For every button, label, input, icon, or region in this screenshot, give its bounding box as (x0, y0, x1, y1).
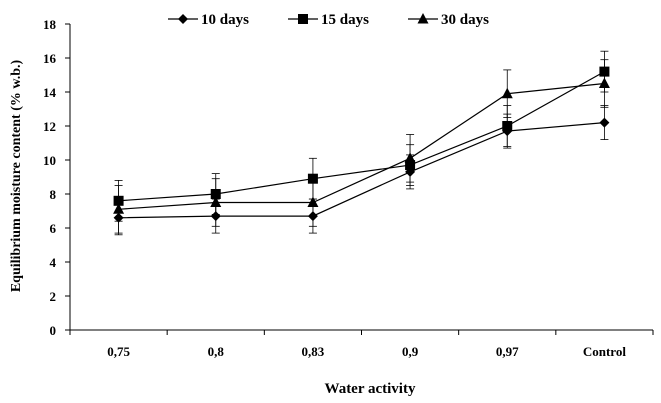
legend-marker (417, 13, 429, 24)
legend-label: 30 days (441, 12, 489, 28)
data-point (502, 121, 513, 131)
y-tick-label: 2 (50, 289, 57, 304)
data-point (599, 117, 610, 128)
data-point (307, 196, 319, 207)
data-point (598, 77, 610, 88)
y-tick-label: 16 (43, 51, 57, 66)
axes (69, 24, 653, 331)
series-15-days (113, 50, 610, 222)
x-tick-label: 0,9 (402, 344, 419, 359)
y-tick-label: 12 (43, 119, 56, 134)
series-30-days (113, 59, 610, 234)
legend-item: 10 days (168, 12, 249, 28)
x-tick-label: Control (583, 344, 626, 359)
y-axis-label: Equilibrium moisture content (% w.b.) (9, 60, 24, 293)
series-10-days (113, 105, 610, 236)
data-point (501, 87, 513, 99)
series-line (118, 122, 605, 219)
y-tick-label: 0 (50, 323, 57, 338)
legend-item: 30 days (408, 12, 489, 28)
x-tick-label: 0,97 (496, 344, 519, 359)
series-line (118, 82, 605, 210)
legend: 10 days 15 days 30 days (168, 12, 489, 28)
y-tick-label: 18 (43, 17, 57, 32)
legend-item: 15 days (288, 12, 369, 28)
legend-label: 10 days (201, 12, 249, 28)
y-tick-label: 10 (43, 153, 56, 168)
legend-label: 15 days (321, 12, 369, 28)
legend-marker (178, 14, 188, 24)
y-tick-label: 4 (50, 255, 57, 270)
y-tick-label: 6 (50, 221, 57, 236)
data-point (113, 203, 125, 214)
x-tick-label: 0,83 (302, 344, 325, 359)
data-point (404, 152, 416, 163)
x-tick-label: 0,75 (107, 344, 130, 359)
legend-marker (298, 14, 308, 24)
y-axis-ticks: 0 2 4 6 8 10 12 14 16 18 (43, 17, 70, 338)
x-axis-label: Water activity (325, 381, 416, 397)
data-point (210, 196, 222, 207)
series (113, 50, 610, 236)
x-tick-label: 0,8 (208, 344, 225, 359)
y-tick-label: 8 (50, 187, 57, 202)
series-line (118, 71, 605, 202)
x-axis-ticks: 0,75 0,8 0,83 0,9 0,97 Control (69, 330, 654, 359)
y-tick-label: 14 (43, 85, 57, 100)
